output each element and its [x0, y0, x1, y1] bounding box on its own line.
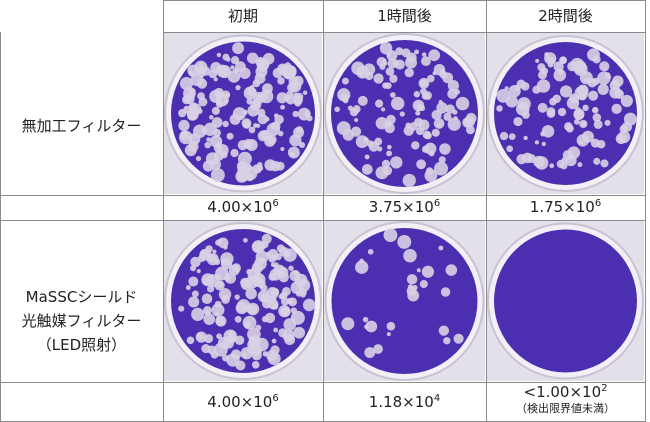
count-exponent: 6 [433, 198, 441, 209]
count-value: 3.75×10 6 [369, 197, 440, 218]
count-base: 4.00×10 [207, 392, 273, 411]
row-border [0, 382, 645, 383]
count-base: 1.75×10 [529, 198, 595, 216]
row-label: MaSSCシールド 光触媒フィルター （LED照射） [0, 220, 163, 422]
row-label-line: （LED照射） [36, 336, 127, 354]
header-text: 初期 [227, 7, 258, 25]
count-exponent: 4 [433, 392, 441, 404]
col-border [323, 0, 324, 422]
petri-dish-photo [487, 33, 644, 194]
count-value: 1.18×10 4 [369, 392, 440, 413]
petri-dish-photo [164, 221, 322, 381]
col-border [163, 0, 164, 422]
count-value: 1.75×10 6 [530, 197, 601, 218]
count-exponent: 6 [594, 198, 602, 209]
count-cell: <1.00×10 2 （検出限界値未満） [486, 382, 645, 422]
row-label: 無加工フィルター [0, 32, 163, 220]
header-text: 2時間後 [538, 7, 593, 25]
count-base: 4.00×10 [207, 198, 273, 216]
header-cell: 初期 [163, 0, 323, 32]
count-base: <1.00×10 [523, 383, 602, 401]
col-border [0, 32, 1, 422]
col-border [645, 0, 646, 422]
row-label-line: 無加工フィルター [21, 117, 142, 135]
col-border [486, 0, 487, 422]
row-border [0, 195, 645, 196]
count-base: 1.18×10 [368, 392, 434, 411]
count-cell: 1.18×10 4 [323, 382, 486, 422]
count-cell: 4.00×10 6 [163, 382, 323, 422]
petri-dish-photo [164, 33, 322, 194]
petri-dish-photo [324, 33, 485, 194]
header-cell: 1時間後 [323, 0, 486, 32]
header-cell: 2時間後 [486, 0, 645, 32]
petri-dish-photo [324, 221, 485, 381]
petri-dish-photo [487, 221, 644, 381]
count-value: 4.00×10 6 [207, 392, 278, 413]
count-value: <1.00×10 2 [524, 382, 608, 403]
row-border [163, 32, 645, 33]
row-border [163, 0, 645, 1]
header-text: 1時間後 [377, 7, 432, 25]
count-exponent: 2 [601, 383, 608, 394]
row-label-line: MaSSCシールド [25, 288, 138, 306]
count-value: 4.00×10 6 [207, 197, 278, 218]
row-border [0, 220, 645, 221]
count-note: （検出限界値未満） [516, 402, 615, 415]
row-label-line: 光触媒フィルター [21, 312, 142, 330]
count-exponent: 6 [272, 392, 279, 404]
count-exponent: 6 [272, 198, 279, 209]
count-cell: 1.75×10 6 [486, 195, 645, 220]
count-cell: 3.75×10 6 [323, 195, 486, 220]
count-cell: 4.00×10 6 [163, 195, 323, 220]
count-base: 3.75×10 [368, 198, 434, 216]
